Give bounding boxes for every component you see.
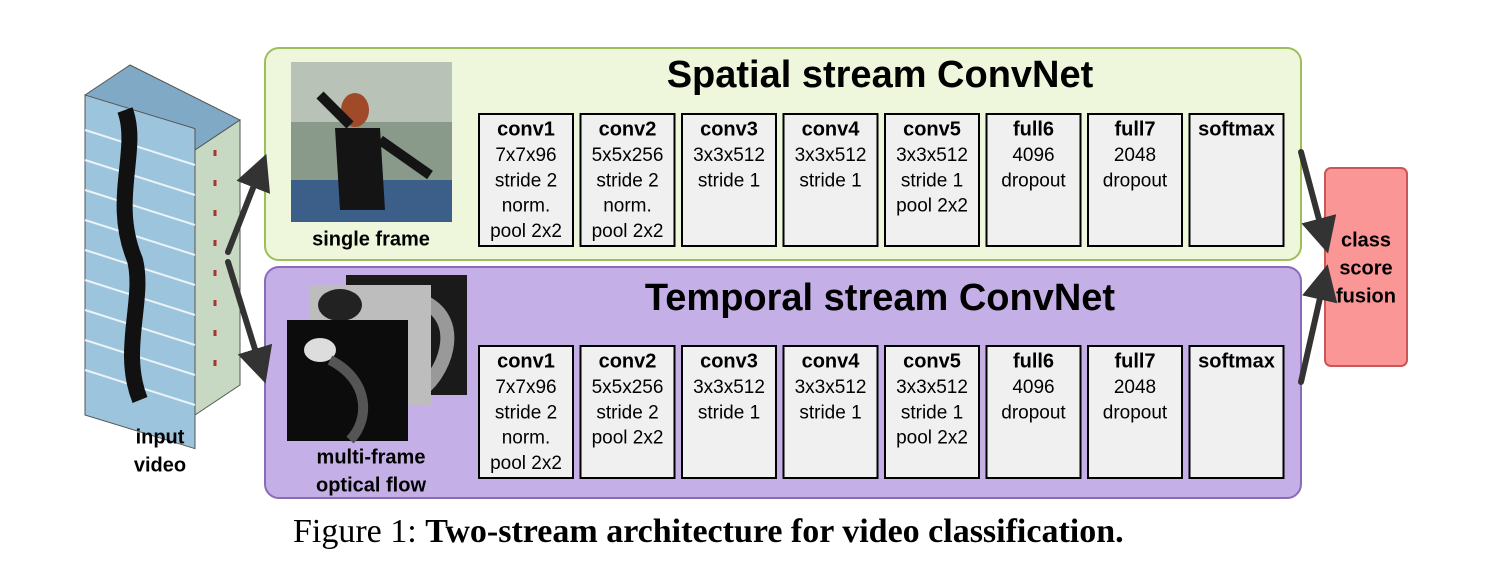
layer-detail: 7x7x96: [495, 145, 556, 166]
layer-detail: 2048: [1114, 377, 1156, 398]
layer-detail: dropout: [1103, 170, 1168, 191]
layer-detail: stride 1: [799, 402, 861, 423]
layer-detail: norm.: [502, 428, 551, 449]
layer-name: conv4: [802, 118, 861, 140]
layer-detail: dropout: [1001, 402, 1066, 423]
layer-detail: 3x3x512: [896, 145, 968, 166]
layer-detail: 5x5x256: [592, 145, 664, 166]
layer-detail: stride 2: [596, 402, 658, 423]
layer-box: [681, 113, 777, 247]
layer-box: [1087, 345, 1183, 479]
layer-name: conv5: [903, 118, 961, 140]
layer-detail: pool 2x2: [490, 221, 562, 242]
layer-name: conv3: [700, 118, 758, 140]
layer-detail: 7x7x96: [495, 377, 556, 398]
figure-caption: Figure 1: Two-stream architecture for vi…: [293, 513, 1124, 550]
spatial-title: Spatial stream ConvNet: [667, 54, 1094, 96]
layer-box: [884, 345, 980, 479]
layer-name: conv1: [497, 118, 555, 140]
layer-box: [1188, 345, 1285, 479]
layer-name: conv2: [599, 118, 657, 140]
layer-detail: stride 1: [698, 402, 760, 423]
layer-name: full7: [1114, 350, 1155, 372]
layer-box: [782, 345, 879, 479]
temporal-title: Temporal stream ConvNet: [645, 277, 1116, 319]
layer-detail: 4096: [1012, 377, 1054, 398]
image-caption: optical flow: [316, 474, 426, 496]
layer-detail: 3x3x512: [896, 377, 968, 398]
caption-label: Figure 1:: [293, 513, 417, 550]
layer-name: softmax: [1198, 350, 1275, 372]
layer-name: conv2: [599, 350, 657, 372]
layer-detail: 3x3x512: [795, 145, 867, 166]
layer-detail: stride 1: [901, 402, 963, 423]
layer-box: [579, 113, 676, 247]
layer-detail: stride 2: [596, 170, 658, 191]
arrows: [225, 149, 1338, 385]
layer-detail: dropout: [1001, 170, 1066, 191]
layer-box: [985, 345, 1082, 479]
layer-detail: stride 1: [901, 170, 963, 191]
layer-name: full6: [1013, 350, 1054, 372]
layer-detail: stride 2: [495, 170, 557, 191]
layer-name: conv5: [903, 350, 961, 372]
layer-name: full6: [1013, 118, 1054, 140]
layer-box: [884, 113, 980, 247]
image-caption: multi-frame: [317, 446, 426, 468]
layer-detail: dropout: [1103, 402, 1168, 423]
layer-box: [782, 113, 879, 247]
layer-detail: stride 1: [799, 170, 861, 191]
input-video-label: video: [134, 454, 186, 476]
layer-detail: pool 2x2: [896, 428, 968, 449]
layer-name: conv3: [700, 350, 758, 372]
layer-name: full7: [1114, 118, 1155, 140]
layer-name: softmax: [1198, 118, 1275, 140]
layer-detail: pool 2x2: [896, 196, 968, 217]
layer-name: conv1: [497, 350, 555, 372]
layer-detail: norm.: [502, 196, 551, 217]
layer-box: [1188, 113, 1285, 247]
layer-detail: stride 1: [698, 170, 760, 191]
layer-detail: pool 2x2: [592, 428, 664, 449]
layer-detail: pool 2x2: [490, 453, 562, 474]
layer-detail: 3x3x512: [693, 145, 765, 166]
layer-detail: 3x3x512: [693, 377, 765, 398]
image-caption: single frame: [312, 228, 430, 250]
layer-box: [1087, 113, 1183, 247]
input-video-label: input: [136, 426, 185, 448]
layer-detail: norm.: [603, 196, 652, 217]
layer-name: conv4: [802, 350, 861, 372]
layer-detail: 3x3x512: [795, 377, 867, 398]
fusion-label: fusion: [1336, 285, 1396, 307]
layer-box: [579, 345, 676, 479]
layer-detail: stride 2: [495, 402, 557, 423]
caption-text: Two-stream architecture for video classi…: [425, 513, 1123, 550]
layer-box: [478, 345, 574, 479]
layer-box: [985, 113, 1082, 247]
layer-detail: pool 2x2: [592, 221, 664, 242]
input-video-stack: [84, 64, 241, 450]
fusion-label: class: [1341, 229, 1391, 251]
layer-detail: 4096: [1012, 145, 1054, 166]
layer-box: [681, 345, 777, 479]
fusion-label: score: [1339, 257, 1392, 279]
layer-box: [478, 113, 574, 247]
layer-detail: 2048: [1114, 145, 1156, 166]
single-frame-image: [291, 62, 452, 222]
optical-flow-image: [287, 275, 467, 444]
layer-detail: 5x5x256: [592, 377, 664, 398]
